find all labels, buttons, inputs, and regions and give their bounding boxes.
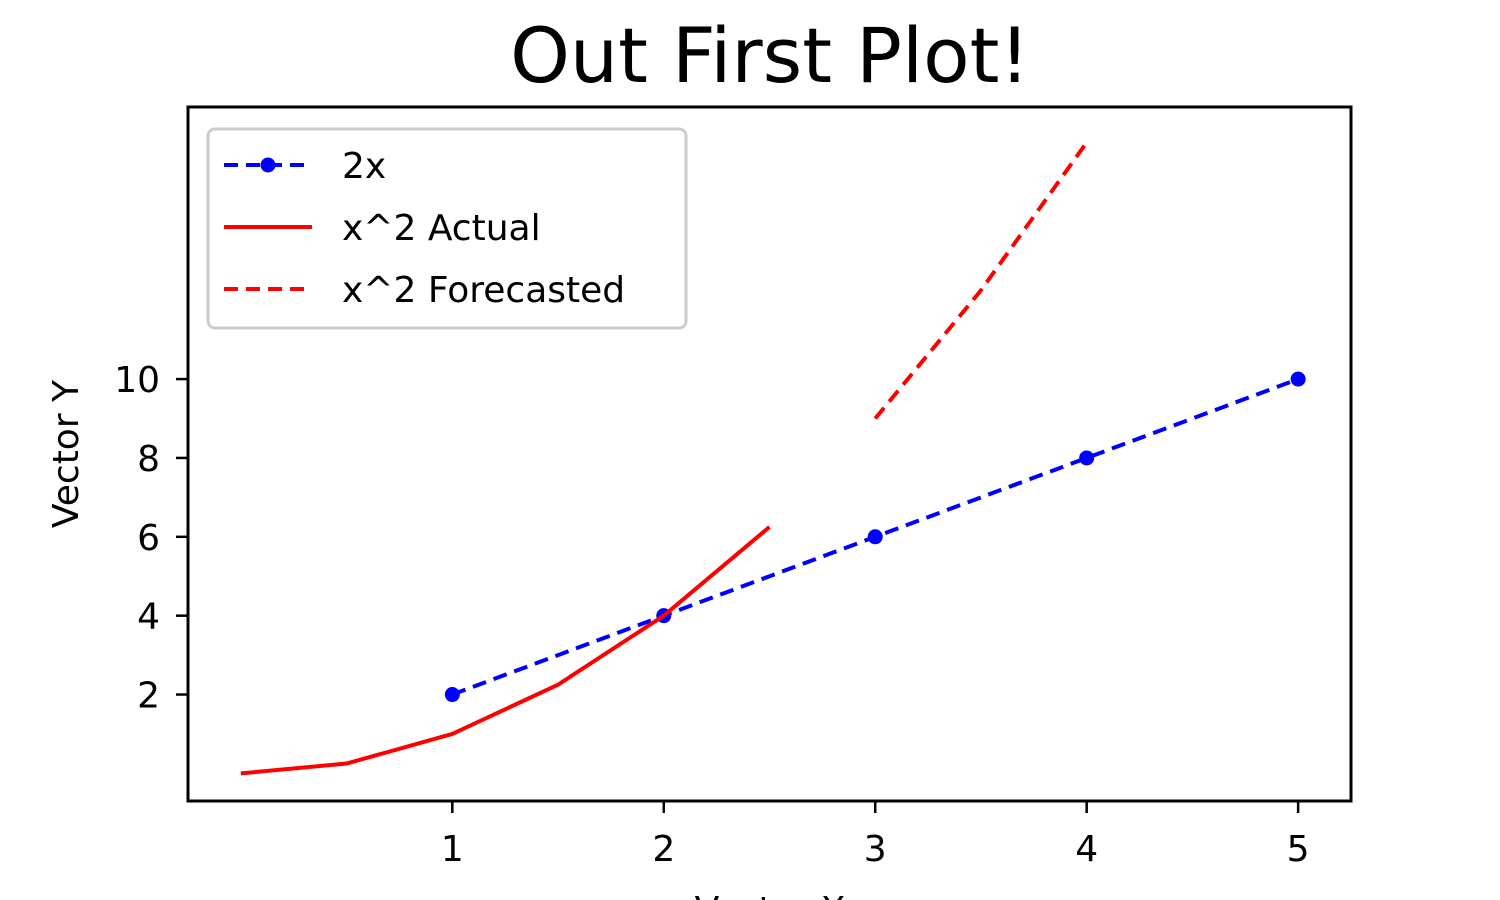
legend-label-x-2-actual: x^2 Actual: [342, 208, 541, 249]
y-tick-label: 2: [137, 676, 160, 717]
data-point-2x: [1290, 371, 1306, 387]
legend: 2x x^2 Actual x^2 Forecasted: [206, 127, 688, 330]
data-point-2x: [1079, 450, 1095, 466]
y-tick-label: 8: [137, 439, 160, 480]
series-line-x-2-forecasted: [873, 141, 1089, 420]
x-tick-label: 5: [1287, 829, 1310, 870]
legend-marker-2x: [260, 157, 276, 173]
chart-title: Out First Plot!: [510, 11, 1030, 100]
y-axis-ticks: 2 4 6 8 10: [114, 360, 188, 717]
series-line-x-2-actual: [240, 525, 771, 776]
y-tick-label: 4: [137, 597, 160, 638]
legend-box: [206, 127, 688, 330]
data-point-2x: [444, 687, 460, 703]
legend-label-x-2-forecasted: x^2 Forecasted: [342, 270, 625, 311]
y-tick-label: 10: [114, 360, 160, 401]
y-tick-label: 6: [137, 518, 160, 559]
x-tick-label: 4: [1075, 829, 1098, 870]
x-axis-label: Vector X: [695, 890, 846, 900]
legend-label-2x: 2x: [342, 146, 386, 187]
x-tick-label: 1: [441, 829, 464, 870]
x-axis-ticks: 1 2 3 4 5: [441, 801, 1310, 870]
x-tick-label: 3: [864, 829, 887, 870]
data-point-2x: [867, 529, 883, 545]
x-tick-label: 2: [652, 829, 675, 870]
y-axis-label: Vector Y: [46, 379, 87, 528]
series-layer: [240, 141, 1306, 776]
